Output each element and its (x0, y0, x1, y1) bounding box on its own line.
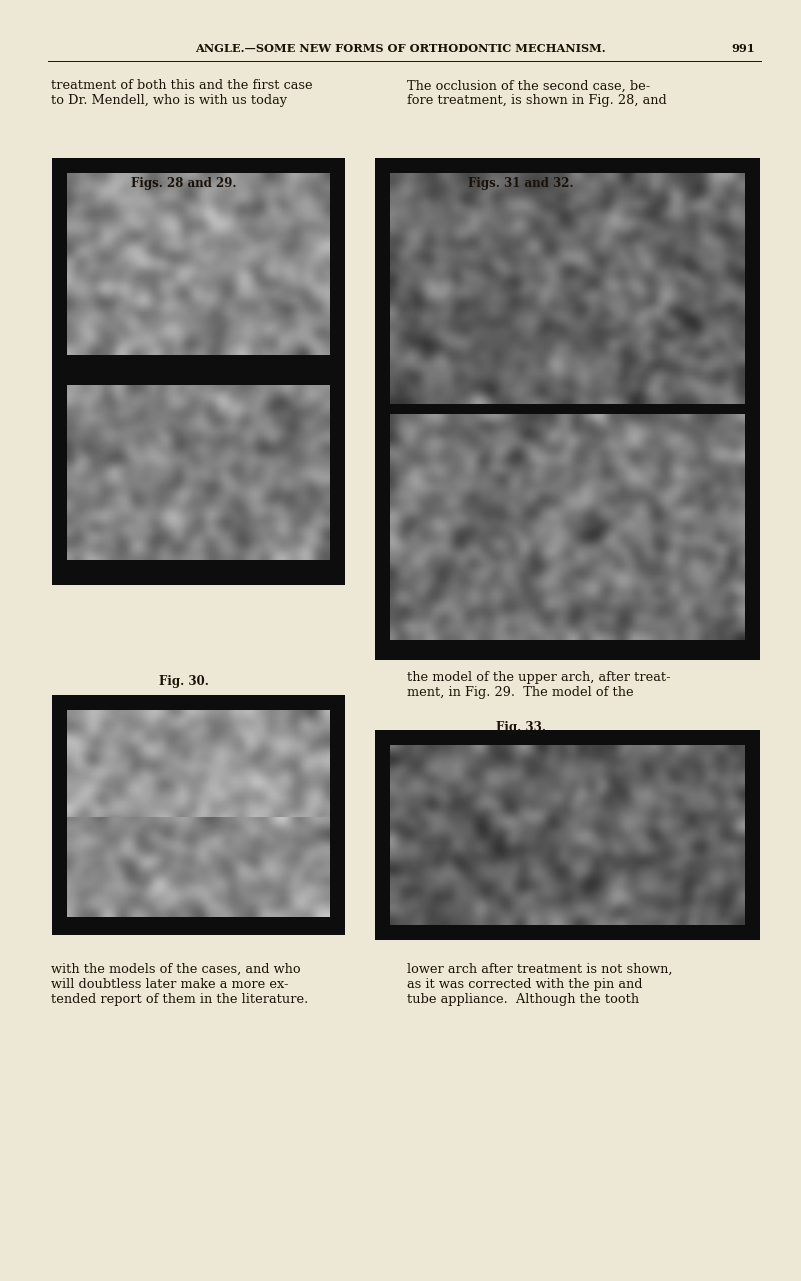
Text: Fig. 33.: Fig. 33. (496, 721, 545, 734)
Text: ANGLE.—SOME NEW FORMS OF ORTHODONTIC MECHANISM.: ANGLE.—SOME NEW FORMS OF ORTHODONTIC MEC… (195, 44, 606, 54)
Text: 991: 991 (731, 44, 755, 54)
Text: Fig. 30.: Fig. 30. (159, 675, 209, 688)
Text: the model of the upper arch, after treat-
ment, in Fig. 29.  The model of the: the model of the upper arch, after treat… (407, 671, 670, 699)
Text: lower arch after treatment is not shown,
as it was corrected with the pin and
tu: lower arch after treatment is not shown,… (407, 963, 672, 1006)
Text: The occlusion of the second case, be-
fore treatment, is shown in Fig. 28, and: The occlusion of the second case, be- fo… (407, 79, 666, 108)
Text: treatment of both this and the first case
to Dr. Mendell, who is with us today: treatment of both this and the first cas… (51, 79, 313, 108)
Text: Figs. 28 and 29.: Figs. 28 and 29. (131, 177, 237, 190)
Bar (52, 696, 345, 935)
Bar (375, 158, 760, 660)
Bar (375, 730, 760, 940)
Text: Figs. 31 and 32.: Figs. 31 and 32. (468, 177, 574, 190)
Text: with the models of the cases, and who
will doubtless later make a more ex-
tende: with the models of the cases, and who wi… (51, 963, 308, 1006)
Bar (52, 158, 345, 585)
